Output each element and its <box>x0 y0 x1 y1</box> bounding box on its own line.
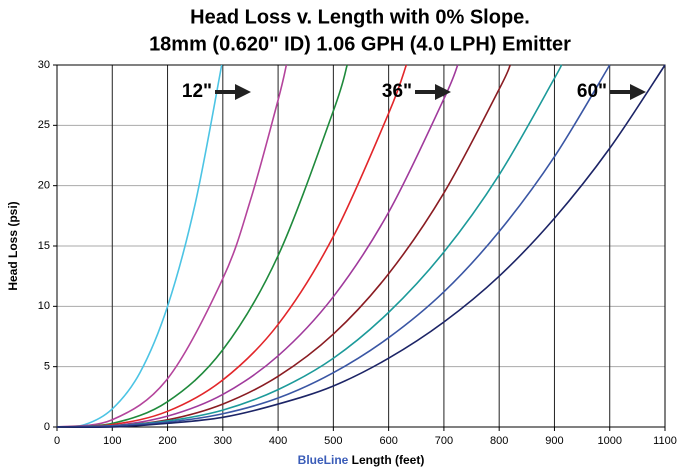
y-tick-label: 0 <box>44 421 50 433</box>
series-line <box>56 64 408 428</box>
series-line <box>56 64 223 428</box>
annotation-arrow <box>415 84 451 100</box>
annotation: 12" <box>182 81 212 102</box>
plot-frame <box>56 64 666 428</box>
series-line <box>56 64 666 429</box>
y-tick-label: 5 <box>44 361 50 373</box>
y-tick-label: 20 <box>38 180 50 192</box>
annotation: 36" <box>382 81 412 102</box>
series-line <box>56 64 459 428</box>
x-tick-label: 0 <box>54 435 60 447</box>
y-tick-label: 25 <box>38 119 50 131</box>
y-tick-label: 10 <box>38 300 50 312</box>
x-tick-label: 400 <box>269 435 287 447</box>
x-tick-label: 800 <box>490 435 508 447</box>
x-tick-label: 600 <box>379 435 397 447</box>
series-line <box>56 64 348 428</box>
x-tick-label: 700 <box>435 435 453 447</box>
series-line <box>56 64 563 428</box>
x-axis-label-highlight: BlueLine <box>298 453 349 467</box>
x-tick-label: 300 <box>214 435 232 447</box>
y-tick-label: 30 <box>38 59 50 71</box>
x-tick-label: 1100 <box>653 435 677 447</box>
series-line <box>56 64 611 428</box>
x-tick-label: 1000 <box>597 435 621 447</box>
annotation-arrow <box>215 84 251 100</box>
y-axis-label: Head Loss (psi) <box>6 201 20 290</box>
y-tick-label: 15 <box>38 240 50 252</box>
series-line <box>56 64 288 428</box>
x-tick-label: 900 <box>545 435 563 447</box>
chart-title: Head Loss v. Length with 0% Slope. <box>190 6 530 28</box>
chart-subtitle: 18mm (0.620" ID) 1.06 GPH (4.0 LPH) Emit… <box>149 33 571 55</box>
annotation-arrow <box>610 84 646 100</box>
x-axis-label: BlueLine Length (feet) <box>298 453 425 467</box>
x-axis-label-rest: Length (feet) <box>352 453 425 467</box>
x-tick-label: 200 <box>158 435 176 447</box>
x-tick-label: 100 <box>103 435 121 447</box>
annotation: 60" <box>577 81 607 102</box>
x-tick-label: 500 <box>324 435 342 447</box>
